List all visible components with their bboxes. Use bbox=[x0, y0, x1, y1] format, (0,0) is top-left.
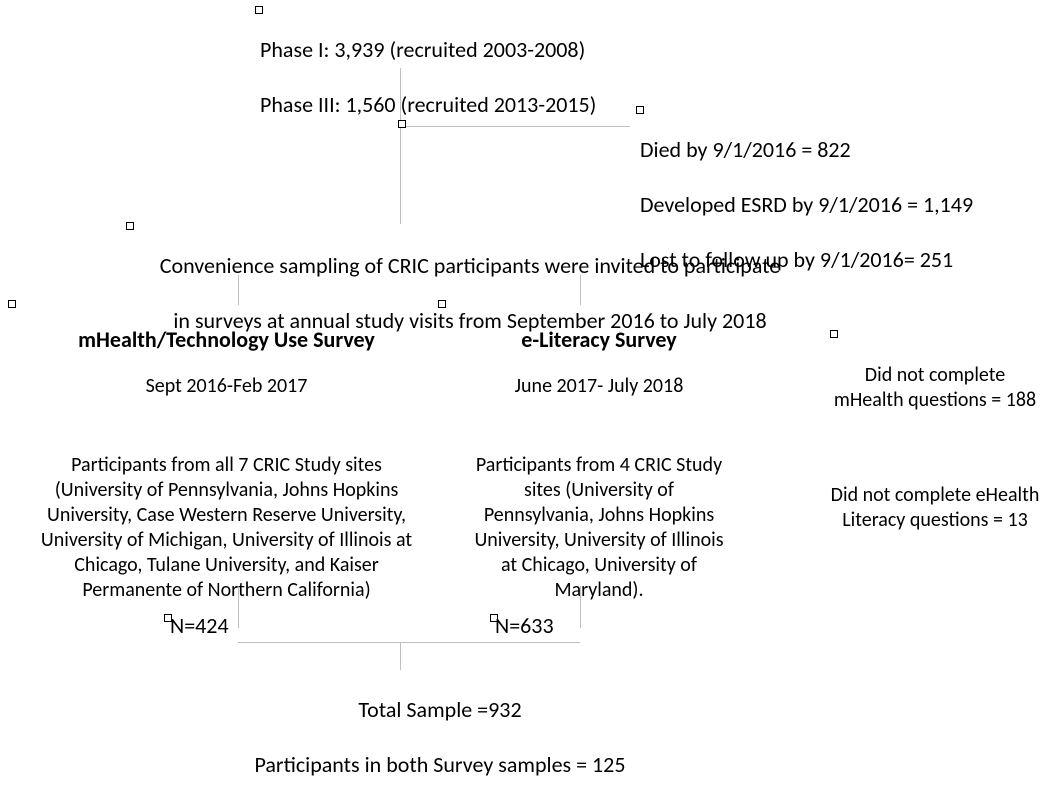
textbox-handle bbox=[830, 330, 838, 338]
eliteracy-title: e-Literacy Survey bbox=[444, 326, 754, 354]
connector-line bbox=[238, 642, 580, 643]
phase3-line: Phase III: 1,560 (recruited 2013-2015) bbox=[260, 91, 596, 119]
eliteracy-block: e-Literacy Survey June 2017- July 2018 P… bbox=[444, 306, 754, 623]
mhealth-desc: Participants from all 7 CRIC Study sites… bbox=[14, 453, 439, 603]
mhealth-block: mHealth/Technology Use Survey Sept 2016-… bbox=[14, 306, 439, 623]
total-sample: Total Sample =932 bbox=[200, 696, 680, 724]
left-n: N=424 bbox=[170, 612, 229, 640]
esrd-line: Developed ESRD by 9/1/2016 = 1,149 bbox=[640, 191, 973, 219]
notcomplete-block: Did not complete mHealth questions = 188… bbox=[820, 338, 1050, 558]
mhealth-title: mHealth/Technology Use Survey bbox=[14, 326, 439, 354]
flowchart-canvas: Phase I: 3,939 (recruited 2003-2008) Pha… bbox=[0, 0, 1050, 727]
mhealth-dates: Sept 2016-Feb 2017 bbox=[14, 374, 439, 399]
connector-line bbox=[400, 642, 401, 670]
eliteracy-desc: Participants from 4 CRIC Study sites (Un… bbox=[444, 453, 754, 603]
eliteracy-dates: June 2017- July 2018 bbox=[444, 374, 754, 399]
notcomplete-ehealth: Did not complete eHealth Literacy questi… bbox=[820, 483, 1050, 533]
sampling-line1: Convenience sampling of CRIC participant… bbox=[130, 252, 810, 280]
right-n: N=633 bbox=[495, 612, 554, 640]
phase1-line: Phase I: 3,939 (recruited 2003-2008) bbox=[260, 36, 596, 64]
totals-block: Total Sample =932 Participants in both S… bbox=[200, 668, 680, 806]
died-line: Died by 9/1/2016 = 822 bbox=[640, 136, 973, 164]
both-samples: Participants in both Survey samples = 12… bbox=[200, 751, 680, 779]
notcomplete-mhealth: Did not complete mHealth questions = 188 bbox=[820, 363, 1050, 413]
phase-block: Phase I: 3,939 (recruited 2003-2008) Pha… bbox=[260, 8, 596, 146]
